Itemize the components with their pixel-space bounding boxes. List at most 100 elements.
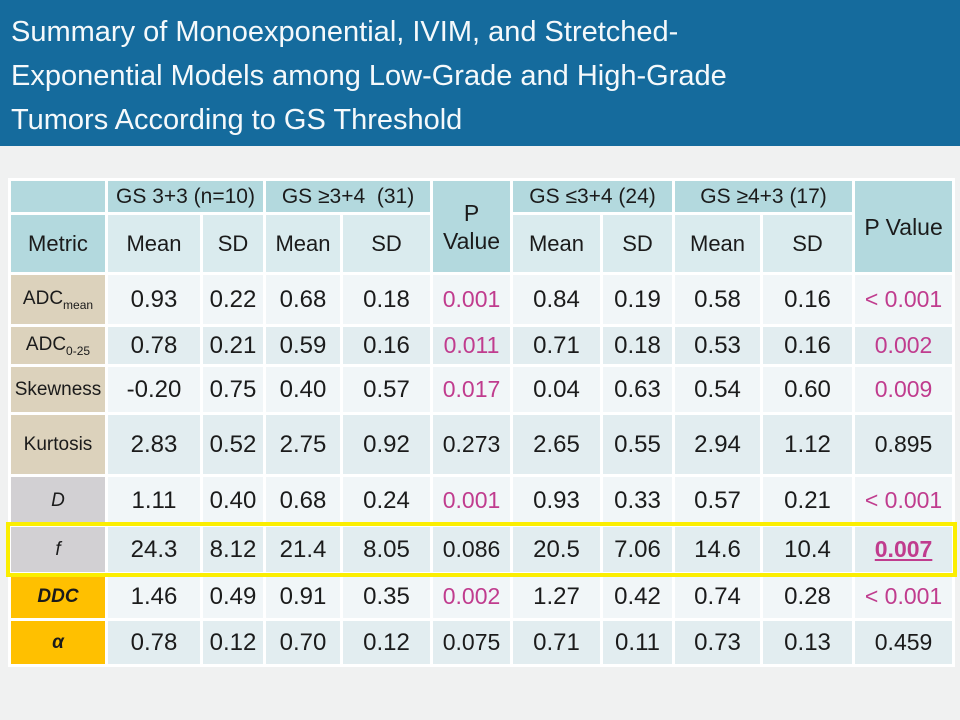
metric-column-header: Metric [11, 215, 105, 272]
group-header-gs-ge3plus4: GS ≥3+4 (31) [266, 181, 431, 212]
group-header-gs-le3plus4: GS ≤3+4 (24) [513, 181, 673, 212]
value-cell: 0.91 [266, 575, 341, 618]
p-value-cell: < 0.001 [855, 575, 953, 618]
value-cell: 0.12 [343, 621, 431, 664]
p-value-header-2: P Value [855, 181, 953, 272]
table-row-adc-mean: ADCmean 0.93 0.22 0.68 0.18 0.001 0.84 0… [11, 275, 953, 324]
value-cell: 0.58 [675, 275, 761, 324]
p-value-cell: < 0.001 [855, 275, 953, 324]
group-header-gs3plus3: GS 3+3 (n=10) [108, 181, 264, 212]
metric-label-alpha: α [11, 621, 105, 664]
value-cell: 0.13 [763, 621, 853, 664]
mean-column-header: Mean [266, 215, 341, 272]
value-cell: 0.24 [343, 477, 431, 524]
value-cell: 1.46 [108, 575, 200, 618]
p-value-cell: 0.009 [855, 367, 953, 412]
metric-label-ddc: DDC [11, 575, 105, 618]
summary-table: GS 3+3 (n=10) GS ≥3+4 (31) P Value GS ≤3… [5, 178, 958, 667]
p-value-cell: 0.002 [855, 327, 953, 364]
value-cell: 0.55 [603, 415, 673, 474]
value-cell: 0.78 [108, 327, 200, 364]
mean-column-header: Mean [513, 215, 601, 272]
metric-label-kurtosis: Kurtosis [11, 415, 105, 474]
value-cell: 0.84 [513, 275, 601, 324]
value-cell: 0.04 [513, 367, 601, 412]
value-cell: 24.3 [108, 527, 200, 572]
value-cell: 1.11 [108, 477, 200, 524]
table-row-adc-0-25: ADC0-25 0.78 0.21 0.59 0.16 0.011 0.71 0… [11, 327, 953, 364]
value-cell: 0.35 [343, 575, 431, 618]
value-cell: 0.70 [266, 621, 341, 664]
value-cell: -0.20 [108, 367, 200, 412]
group-header-row: GS 3+3 (n=10) GS ≥3+4 (31) P Value GS ≤3… [11, 181, 953, 272]
value-cell: 2.83 [108, 415, 200, 474]
mean-column-header: Mean [108, 215, 200, 272]
value-cell: 20.5 [513, 527, 601, 572]
value-cell: 8.05 [343, 527, 431, 572]
value-cell: 0.11 [603, 621, 673, 664]
value-cell: 0.18 [603, 327, 673, 364]
corner-blank-cell [11, 181, 105, 212]
metric-label-f: f [11, 527, 105, 572]
value-cell: 0.33 [603, 477, 673, 524]
value-cell: 1.27 [513, 575, 601, 618]
table-area: GS 3+3 (n=10) GS ≥3+4 (31) P Value GS ≤3… [0, 146, 960, 667]
value-cell: 8.12 [203, 527, 264, 572]
value-cell: 0.53 [675, 327, 761, 364]
value-cell: 21.4 [266, 527, 341, 572]
value-cell: 0.71 [513, 621, 601, 664]
metric-label-adc-mean: ADCmean [11, 275, 105, 324]
value-cell: 7.06 [603, 527, 673, 572]
subheader-row: Metric Mean SD Mean SD Mean SD Mean SD [11, 215, 952, 272]
p-value-cell: 0.002 [433, 575, 511, 618]
value-cell: 0.28 [763, 575, 853, 618]
sd-column-header: SD [603, 215, 673, 272]
metric-label-subscript: mean [63, 297, 94, 312]
title-bar: Summary of Monoexponential, IVIM, and St… [0, 0, 960, 146]
value-cell: 0.16 [343, 327, 431, 364]
sd-column-header: SD [203, 215, 264, 272]
value-cell: 0.71 [513, 327, 601, 364]
metric-label-adc-0-25: ADC0-25 [11, 327, 105, 364]
value-cell: 0.59 [266, 327, 341, 364]
value-cell: 14.6 [675, 527, 761, 572]
value-cell: 0.57 [675, 477, 761, 524]
value-cell: 0.63 [603, 367, 673, 412]
value-cell: 0.92 [343, 415, 431, 474]
table-row-ddc: DDC 1.46 0.49 0.91 0.35 0.002 1.27 0.42 … [11, 575, 953, 618]
slide-title-line-3: Tumors According to GS Threshold [11, 104, 463, 136]
p-value-cell: 0.273 [433, 415, 511, 474]
value-cell: 0.40 [203, 477, 264, 524]
table-row-alpha: α 0.78 0.12 0.70 0.12 0.075 0.71 0.11 0.… [11, 621, 953, 664]
sd-column-header: SD [763, 215, 853, 272]
value-cell: 0.93 [513, 477, 601, 524]
table-row-skewness: Skewness -0.20 0.75 0.40 0.57 0.017 0.04… [11, 367, 953, 412]
table-row-kurtosis: Kurtosis 2.83 0.52 2.75 0.92 0.273 2.65 … [11, 415, 953, 474]
value-cell: 1.12 [763, 415, 853, 474]
slide-title-line-2: Exponential Models among Low-Grade and H… [11, 60, 727, 92]
p-value-cell: 0.011 [433, 327, 511, 364]
p-value-cell: 0.459 [855, 621, 953, 664]
p-value-cell: 0.895 [855, 415, 953, 474]
value-cell: 0.40 [266, 367, 341, 412]
value-cell: 0.49 [203, 575, 264, 618]
value-cell: 0.73 [675, 621, 761, 664]
p-value-cell: 0.017 [433, 367, 511, 412]
p-value-cell-significant: 0.007 [855, 527, 953, 572]
value-cell: 0.12 [203, 621, 264, 664]
value-cell: 0.75 [203, 367, 264, 412]
mean-column-header: Mean [675, 215, 761, 272]
value-cell: 0.93 [108, 275, 200, 324]
metric-label-d: D [11, 477, 105, 524]
sd-column-header: SD [343, 215, 431, 272]
group-header-gs-ge4plus3: GS ≥4+3 (17) [675, 181, 853, 212]
p-value-cell: < 0.001 [855, 477, 953, 524]
value-cell: 0.54 [675, 367, 761, 412]
value-cell: 0.68 [266, 275, 341, 324]
value-cell: 0.68 [266, 477, 341, 524]
table-row-d: D 1.11 0.40 0.68 0.24 0.001 0.93 0.33 0.… [11, 477, 953, 524]
value-cell: 10.4 [763, 527, 853, 572]
slide-title-line-1: Summary of Monoexponential, IVIM, and St… [11, 16, 679, 48]
value-cell: 0.21 [203, 327, 264, 364]
value-cell: 0.21 [763, 477, 853, 524]
